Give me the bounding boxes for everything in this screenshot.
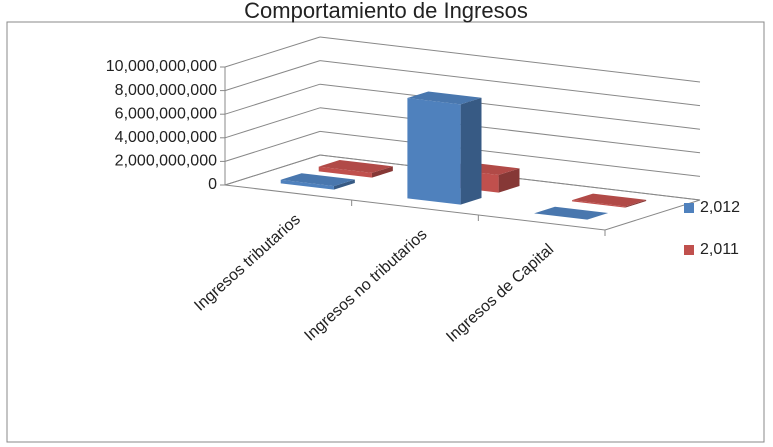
grid-line [224, 107, 321, 139]
bar-side [333, 179, 355, 190]
grid-line [319, 107, 701, 154]
y-tick-label: 6,000,000,000 [115, 105, 217, 122]
bar-front [572, 200, 626, 208]
grid-line [224, 154, 321, 186]
grid-line [224, 36, 321, 68]
bar-side [460, 97, 482, 205]
bar-front [407, 98, 461, 205]
grid-line [224, 60, 321, 92]
bar-top [407, 91, 482, 105]
bar-front [318, 166, 372, 178]
chart-title: Comportamiento de Ingresos [244, 0, 528, 23]
legend-label: 2,011 [700, 241, 739, 258]
grid-line [224, 83, 321, 115]
bar-side [625, 199, 647, 208]
bar-top [318, 160, 393, 173]
bar-front [280, 179, 334, 190]
grid-line [319, 83, 701, 130]
legend-swatch [684, 245, 694, 255]
bar-top [572, 193, 647, 207]
y-tick-label: 10,000,000,000 [106, 58, 217, 75]
bar-top [280, 173, 355, 187]
y-tick-label: 8,000,000,000 [115, 82, 217, 99]
legend-label: 2,012 [700, 199, 740, 216]
y-tick-label: 0 [208, 176, 217, 193]
grid-line [319, 130, 701, 177]
bar-side [371, 166, 393, 178]
y-tick-label: 2,000,000,000 [115, 153, 217, 170]
bar-top [534, 206, 609, 220]
grid-line [319, 36, 701, 83]
bar-side [498, 168, 520, 193]
grid-line [224, 130, 321, 162]
legend-swatch [684, 203, 694, 213]
y-tick-label: 4,000,000,000 [115, 129, 217, 146]
grid-line [319, 60, 701, 107]
